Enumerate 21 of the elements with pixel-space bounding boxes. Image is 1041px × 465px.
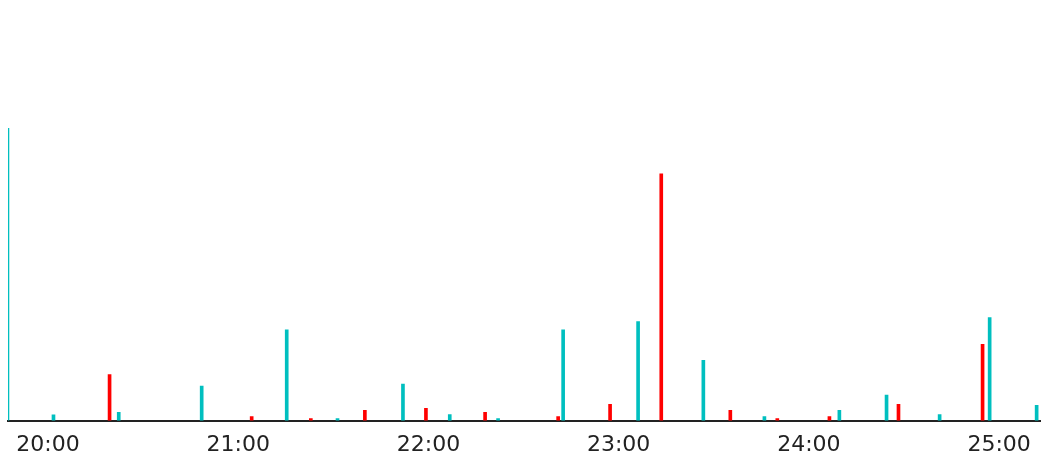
bar [483, 412, 487, 421]
bar [608, 403, 612, 421]
bar [636, 321, 640, 421]
bar [401, 383, 405, 421]
bar [561, 329, 565, 421]
bar [199, 385, 204, 421]
bar [363, 410, 367, 421]
bar [447, 414, 452, 421]
x-tick-label: 22:00 [396, 430, 461, 456]
bar [556, 416, 560, 421]
x-tick-label: 20:00 [16, 430, 80, 456]
bar [116, 412, 121, 421]
bar [659, 173, 664, 421]
bar [424, 407, 428, 421]
bar [249, 416, 254, 421]
x-tick-label: 25:00 [967, 430, 1031, 456]
bar [284, 329, 289, 421]
x-tick-label: 23:00 [586, 430, 651, 456]
bar [728, 410, 733, 421]
x-tick-label: 24:00 [777, 430, 841, 456]
x-tick-label: 21:00 [206, 430, 270, 456]
